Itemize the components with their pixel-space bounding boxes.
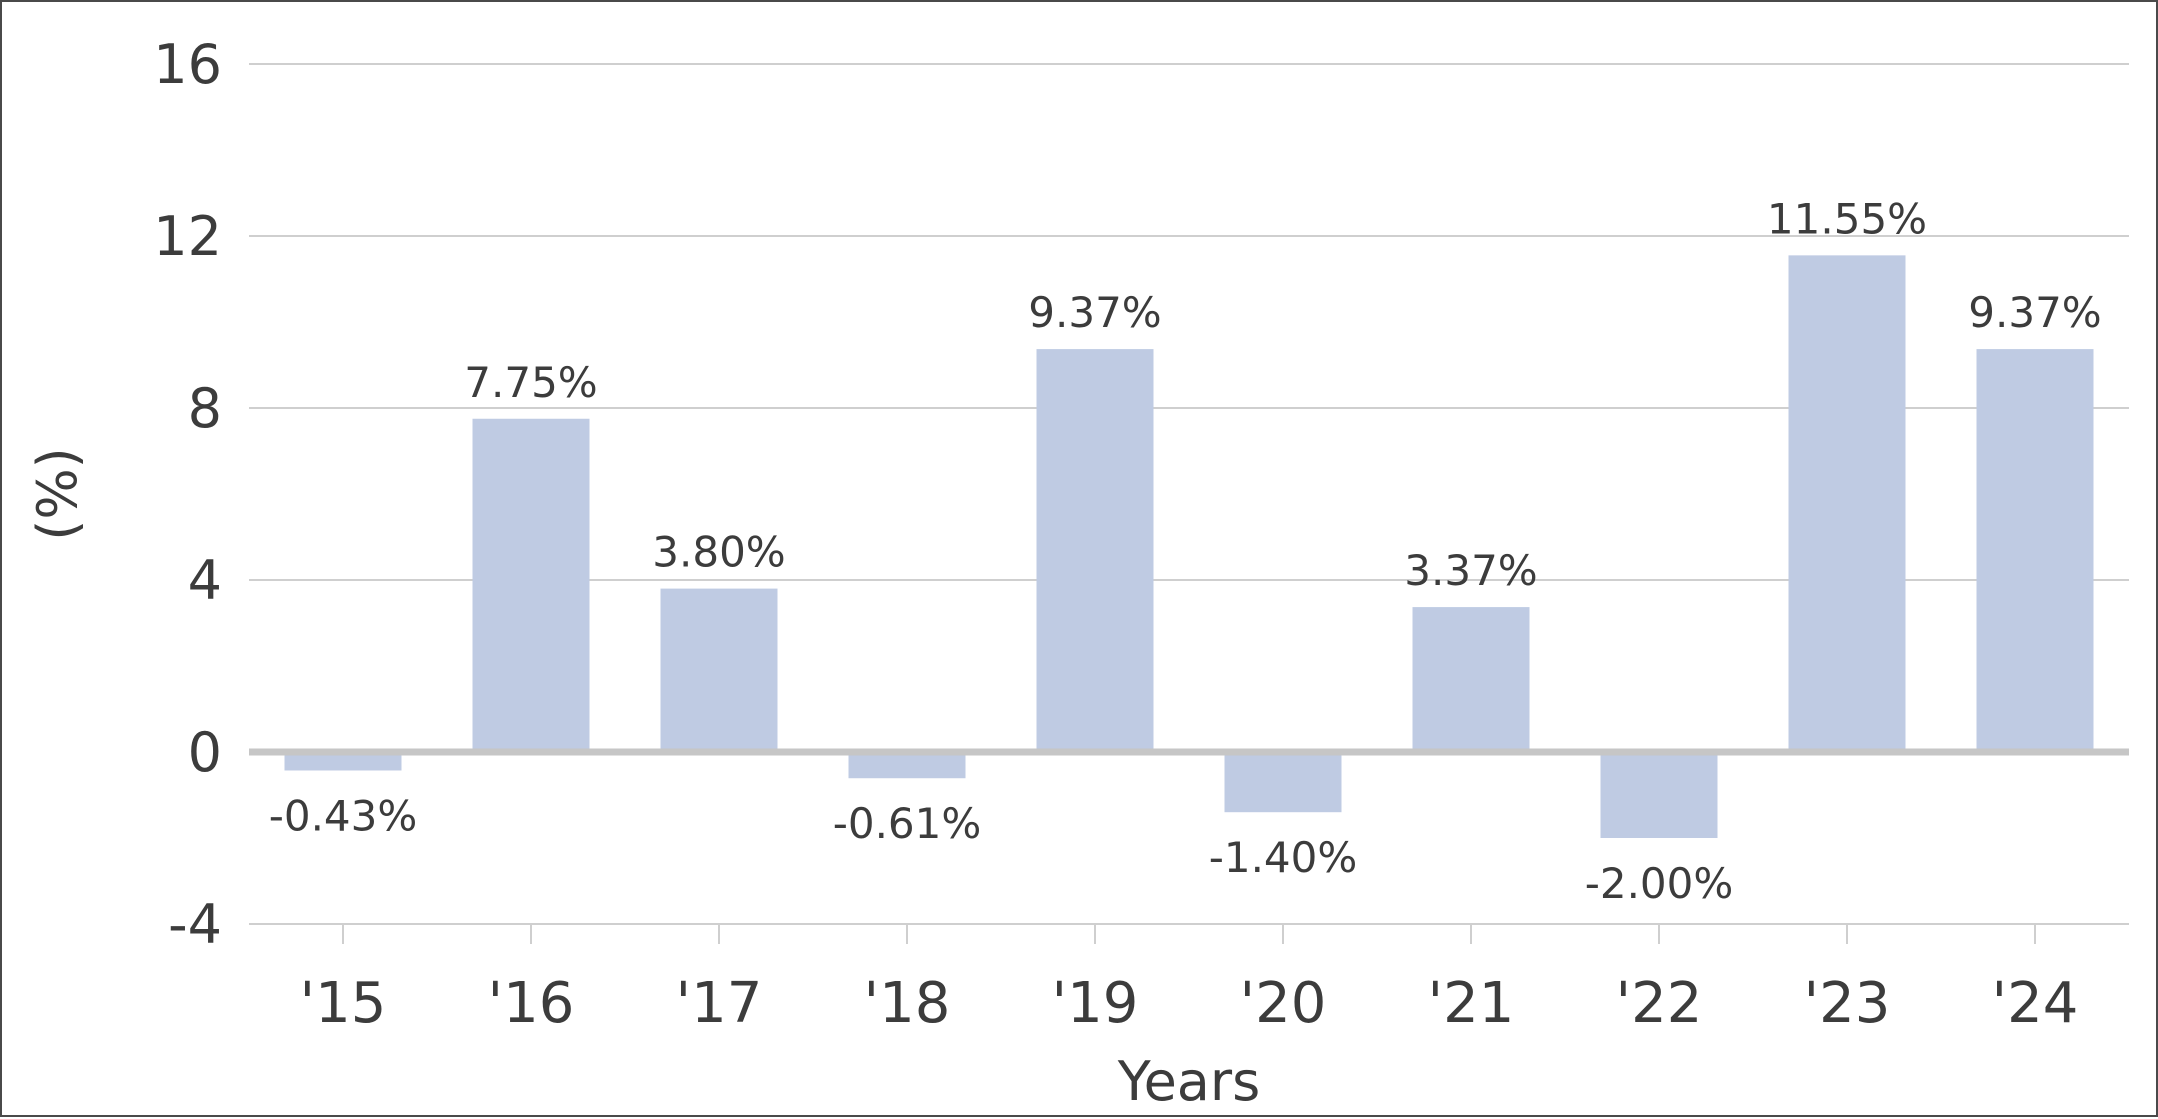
data-label: 3.80%: [652, 528, 785, 577]
x-category-labels: '15 '16 '17 '18 '19 '20 '21 '22 '23 '24: [300, 971, 2079, 1036]
x-category-label: '19: [1052, 971, 1139, 1036]
y-tick-label: 8: [188, 377, 222, 440]
y-tick-label: -4: [168, 893, 222, 956]
x-category-label: '24: [1992, 971, 2079, 1036]
data-label: -0.61%: [833, 799, 982, 848]
bar: [660, 588, 778, 752]
y-tick-label: 0: [188, 721, 222, 784]
data-label: -2.00%: [1585, 859, 1734, 908]
data-label: 7.75%: [464, 358, 597, 407]
bar: [1224, 752, 1342, 813]
bar: [472, 418, 590, 752]
x-category-label: '15: [300, 971, 387, 1036]
x-category-label: '22: [1616, 971, 1703, 1036]
data-label: -0.43%: [269, 791, 418, 840]
y-tick-labels: 16 12 8 4 0 -4: [153, 33, 222, 956]
y-axis-title: (%): [26, 447, 89, 540]
x-category-label: '16: [488, 971, 575, 1036]
x-category-label: '20: [1240, 971, 1327, 1036]
x-category-label: '17: [676, 971, 763, 1036]
bar: [848, 752, 966, 779]
data-label: 9.37%: [1028, 288, 1161, 337]
x-axis-title: Years: [1117, 1050, 1260, 1113]
x-ticks: [342, 924, 2036, 944]
data-label: -1.40%: [1209, 833, 1358, 882]
bar: [284, 752, 402, 771]
x-category-label: '21: [1428, 971, 1515, 1036]
x-category-label: '18: [864, 971, 951, 1036]
bar: [1600, 752, 1718, 838]
data-labels: -0.43% 7.75% 3.80% -0.61% 9.37% -1.40% 3.37% -2…: [269, 194, 2102, 908]
bar: [1036, 349, 1154, 752]
y-tick-label: 16: [153, 33, 222, 96]
data-label: 11.55%: [1767, 194, 1927, 243]
bars: [284, 255, 2094, 838]
y-tick-label: 4: [188, 549, 222, 612]
x-category-label: '23: [1804, 971, 1891, 1036]
bar: [1788, 255, 1906, 752]
data-label: 3.37%: [1404, 546, 1537, 595]
bar: [1412, 607, 1530, 752]
y-tick-label: 12: [153, 205, 222, 268]
data-label: 9.37%: [1968, 288, 2101, 337]
bar: [1976, 349, 2094, 752]
